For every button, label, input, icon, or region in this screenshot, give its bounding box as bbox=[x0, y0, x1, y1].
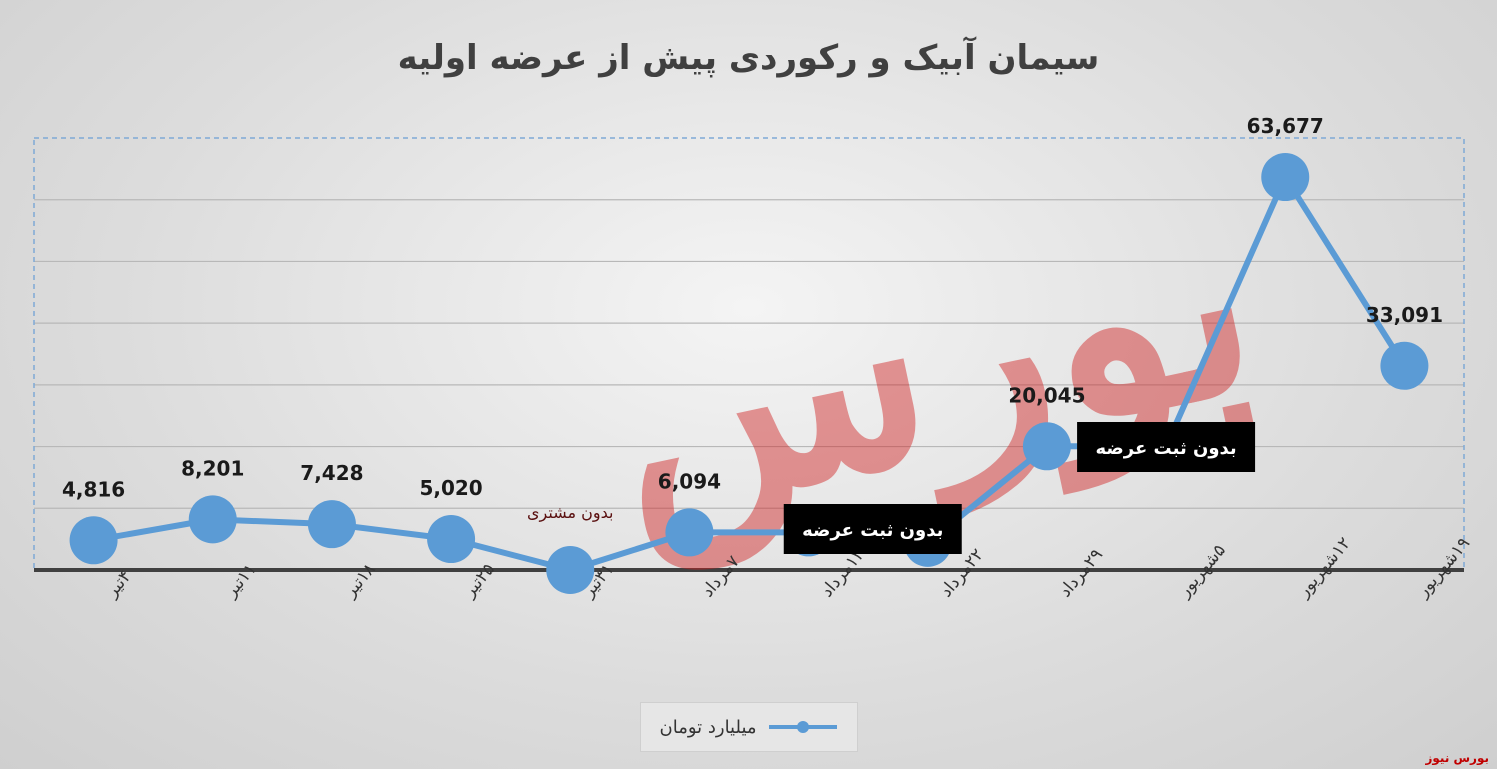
data-label: 8,201 bbox=[181, 456, 244, 480]
annotation-label: بدون ثبت عرضه bbox=[802, 520, 943, 541]
grid-lines bbox=[34, 199, 1464, 509]
data-label: 20,045 bbox=[1008, 383, 1085, 407]
annotation-no-buyer: بدون مشتری bbox=[527, 503, 613, 523]
x-tick-label: ۱۹شهریور bbox=[1412, 534, 1474, 602]
legend-series-label: میلیارد تومان bbox=[659, 716, 757, 738]
data-point bbox=[427, 515, 476, 564]
data-point bbox=[188, 495, 237, 544]
chart-title: سیمان آبیک و رکوردی پیش از عرضه اولیه bbox=[397, 38, 1100, 78]
x-tick-label: ۱۸تیر bbox=[340, 560, 380, 602]
data-point bbox=[307, 500, 356, 549]
legend-line-marker bbox=[768, 721, 837, 733]
data-label: 6,094 bbox=[658, 469, 721, 493]
data-point bbox=[1022, 422, 1071, 471]
annotations: بدون مشتری بدون ثبت عرضه بدون ثبت عرضه bbox=[527, 422, 1256, 554]
watermark-corner-text: بورس نیوز bbox=[1425, 751, 1489, 765]
data-label: 7,428 bbox=[300, 461, 363, 485]
data-label: 63,677 bbox=[1247, 114, 1324, 138]
data-point bbox=[546, 546, 595, 594]
x-tick-label: ۱۲شهریور bbox=[1293, 534, 1355, 602]
data-point bbox=[69, 516, 118, 565]
data-point bbox=[665, 508, 714, 557]
data-point bbox=[1380, 341, 1429, 390]
data-label: 5,020 bbox=[419, 476, 482, 500]
data-point bbox=[1261, 153, 1310, 202]
annotation-label: بدون ثبت عرضه bbox=[1095, 438, 1236, 459]
annotation-no-offering: بدون ثبت عرضه bbox=[1077, 422, 1256, 472]
x-tick-label: ۲۹مرداد bbox=[1055, 545, 1107, 601]
annotation-no-offering: بدون ثبت عرضه bbox=[783, 504, 962, 554]
legend: میلیارد تومان bbox=[640, 702, 858, 752]
x-tick-label: ۲۵تیر bbox=[459, 560, 499, 602]
x-tick-label: ۱۱تیر bbox=[221, 560, 261, 602]
data-label: 33,091 bbox=[1366, 303, 1443, 327]
data-label: 4,816 bbox=[62, 477, 125, 501]
